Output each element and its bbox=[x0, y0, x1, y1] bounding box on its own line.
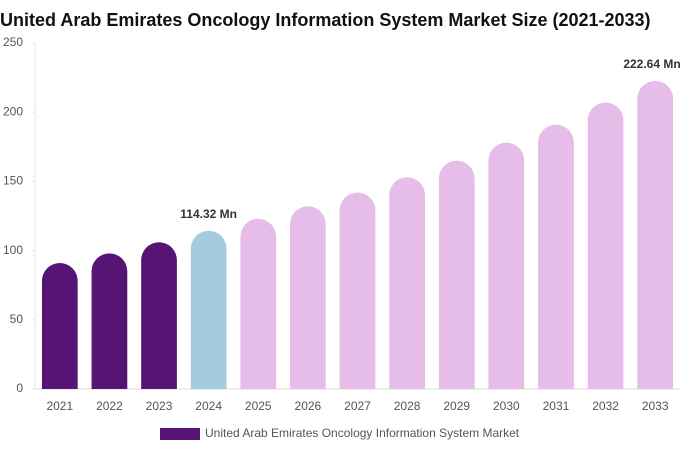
bar bbox=[240, 218, 277, 389]
chart-title: United Arab Emirates Oncology Informatio… bbox=[0, 10, 651, 30]
x-tick-label: 2026 bbox=[295, 399, 322, 413]
x-tick-label: 2028 bbox=[394, 399, 421, 413]
x-tick-label: 2025 bbox=[245, 399, 272, 413]
y-tick-label: 100 bbox=[3, 243, 23, 257]
legend-swatch bbox=[160, 428, 200, 440]
bar bbox=[488, 142, 525, 389]
x-tick-label: 2023 bbox=[146, 399, 173, 413]
bar bbox=[91, 253, 128, 389]
bar bbox=[587, 102, 624, 390]
x-tick-label: 2024 bbox=[195, 399, 222, 413]
bar bbox=[290, 206, 326, 389]
data-label: 222.64 Mn bbox=[623, 57, 680, 71]
bar bbox=[637, 80, 674, 389]
bar bbox=[538, 124, 574, 389]
x-tick-label: 2027 bbox=[344, 399, 371, 413]
y-tick-label: 0 bbox=[16, 381, 23, 395]
bar bbox=[190, 230, 227, 389]
bar bbox=[389, 177, 425, 389]
y-tick-label: 50 bbox=[10, 312, 24, 326]
x-tick-label: 2030 bbox=[493, 399, 520, 413]
x-tick-label: 2029 bbox=[443, 399, 470, 413]
bar bbox=[41, 263, 78, 389]
x-tick-label: 2033 bbox=[642, 399, 669, 413]
bar bbox=[141, 242, 177, 389]
x-tick-label: 2032 bbox=[592, 399, 619, 413]
x-tick-label: 2021 bbox=[46, 399, 73, 413]
x-tick-label: 2022 bbox=[96, 399, 123, 413]
bar bbox=[438, 160, 475, 389]
y-tick-label: 250 bbox=[3, 35, 23, 49]
legend-label: United Arab Emirates Oncology Informatio… bbox=[205, 426, 520, 440]
data-label: 114.32 Mn bbox=[180, 207, 237, 221]
y-tick-label: 200 bbox=[3, 104, 23, 118]
x-tick-label: 2031 bbox=[543, 399, 570, 413]
bar bbox=[339, 192, 376, 389]
y-tick-label: 150 bbox=[3, 174, 23, 188]
